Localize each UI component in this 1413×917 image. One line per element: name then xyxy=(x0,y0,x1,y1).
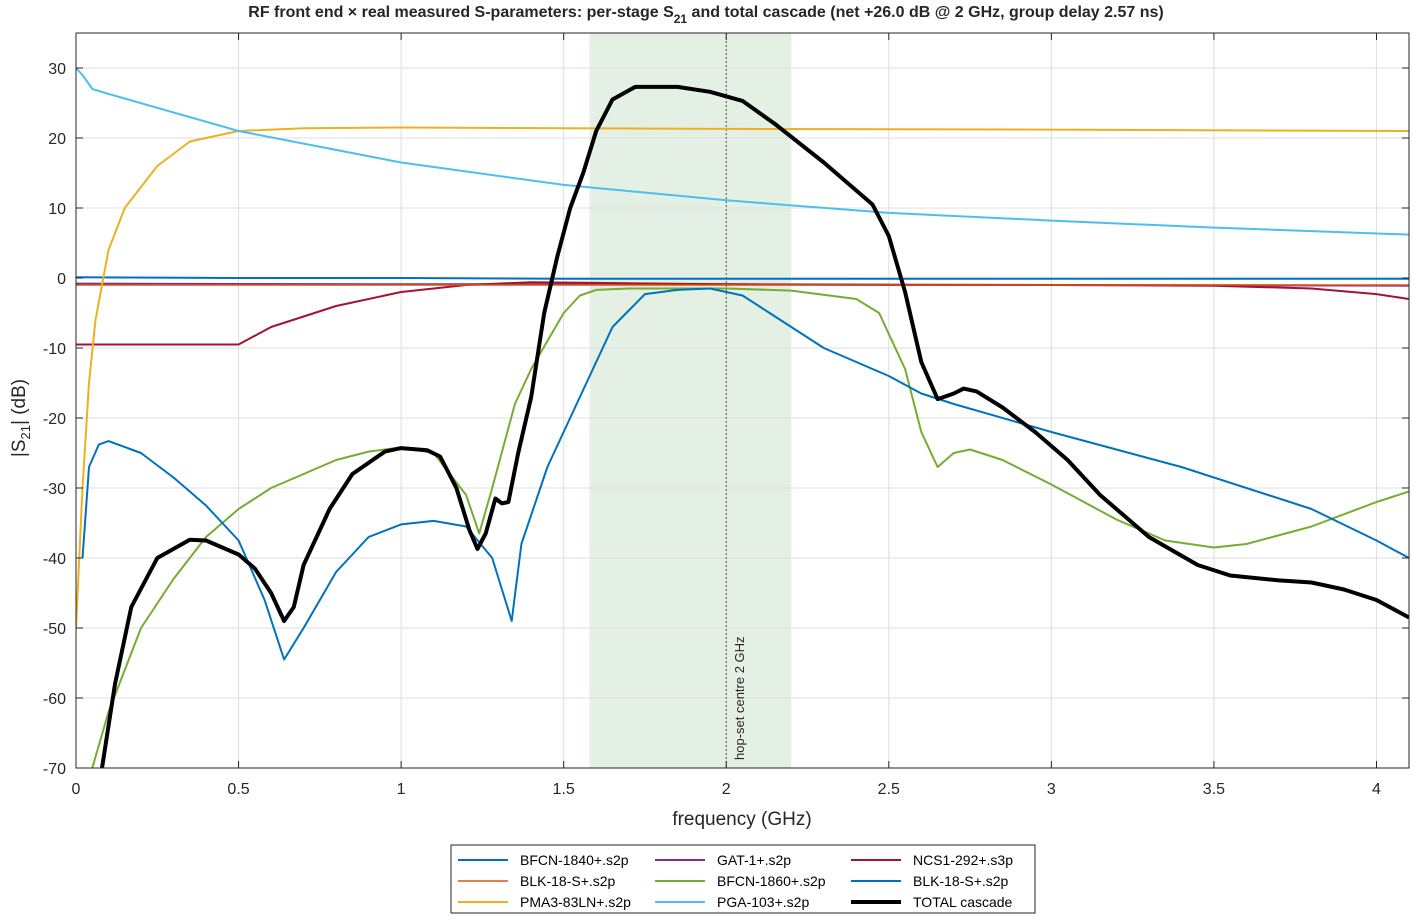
y-tick-label-2: -50 xyxy=(43,621,66,638)
y-tick-label-9: 20 xyxy=(48,131,66,148)
y-tick-label-5: -20 xyxy=(43,411,66,428)
y-axis-label: |S21| (dB) xyxy=(9,379,33,457)
y-tick-label-7: 0 xyxy=(57,271,66,288)
x-axis-label: frequency (GHz) xyxy=(672,809,811,830)
x-tick-label-8: 4 xyxy=(1372,781,1381,798)
y-tick-label-0: -70 xyxy=(43,761,66,778)
x-tick-label-7: 3.5 xyxy=(1203,781,1225,798)
axes-frame xyxy=(75,32,1410,769)
hop-band xyxy=(589,33,792,768)
series-line-4 xyxy=(91,287,1409,768)
y-tick-label-6: -10 xyxy=(43,341,66,358)
y-tick-label-4: -30 xyxy=(43,481,66,498)
x-tick-labels: 0 0.5 1 1.5 2 2.5 3 3.5 4 xyxy=(72,781,1381,798)
x-tick-label-3: 1.5 xyxy=(553,781,575,798)
series-line-7 xyxy=(76,67,1409,236)
centre-marker-label: hop-set centre 2 GHz xyxy=(732,636,747,760)
x-tick-label-0: 0 xyxy=(72,781,81,798)
legend-label-8: TOTAL cascade xyxy=(913,894,1013,910)
y-tick-labels: -70 -60 -50 -40 -30 -20 -10 0 10 20 30 xyxy=(43,61,66,778)
hop-band-rect xyxy=(589,33,792,768)
y-tick-label-8: 10 xyxy=(48,201,66,218)
legend-label-2: NCS1-292+.s3p xyxy=(913,852,1013,868)
chart-title: RF front end × real measured S-parameter… xyxy=(248,4,1163,26)
series-line-0 xyxy=(76,276,1409,280)
series-line-5 xyxy=(81,287,1409,661)
y-tick-label-1: -60 xyxy=(43,691,66,708)
x-tick-label-2: 1 xyxy=(397,781,406,798)
axes xyxy=(75,32,1410,769)
series-group xyxy=(76,67,1409,768)
y-tick-label-3: -40 xyxy=(43,551,66,568)
centre-marker: hop-set centre 2 GHz xyxy=(725,33,747,768)
x-tick-label-5: 2.5 xyxy=(878,781,900,798)
legend-label-7: PGA-103+.s2p xyxy=(717,894,809,910)
legend-label-0: BFCN-1840+.s2p xyxy=(520,852,629,868)
legend-label-4: BFCN-1860+.s2p xyxy=(717,873,826,889)
legend-label-3: BLK-18-S+.s2p xyxy=(520,873,616,889)
series-line-8 xyxy=(100,84,1409,768)
x-tick-label-4: 2 xyxy=(722,781,731,798)
series-line-6 xyxy=(76,126,1409,629)
y-tick-label-10: 30 xyxy=(48,61,66,78)
x-tick-label-1: 0.5 xyxy=(227,781,249,798)
legend-label-6: PMA3-83LN+.s2p xyxy=(520,894,631,910)
series-line-2 xyxy=(76,281,1409,346)
legend-label-5: BLK-18-S+.s2p xyxy=(913,873,1009,889)
legend-label-1: GAT-1+.s2p xyxy=(717,852,791,868)
legend: BFCN-1840+.s2p GAT-1+.s2p NCS1-292+.s3p BLK… xyxy=(450,844,1036,914)
legend-box xyxy=(450,844,1036,914)
x-tick-label-6: 3 xyxy=(1047,781,1056,798)
